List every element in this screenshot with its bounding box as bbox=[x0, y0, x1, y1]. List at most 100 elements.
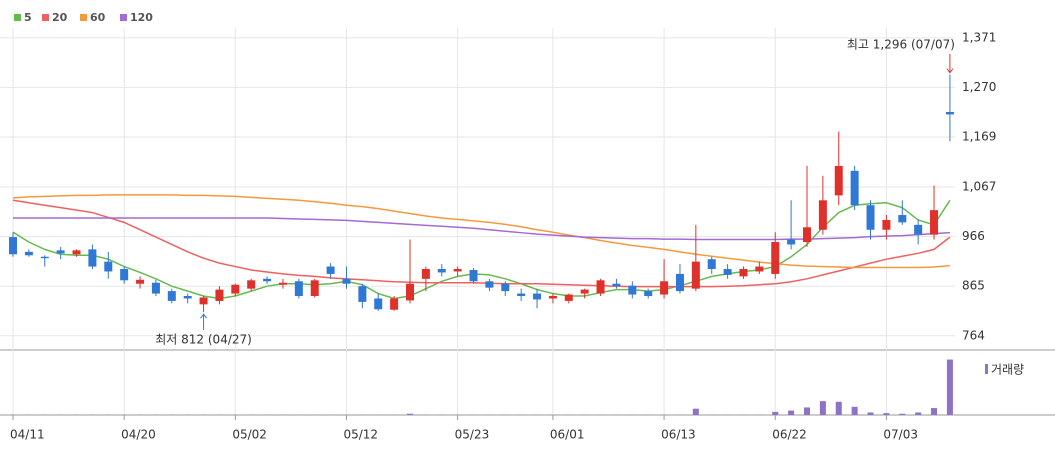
x-tick-label: 04/11 bbox=[10, 428, 45, 442]
volume-bar bbox=[915, 412, 922, 415]
candle-body bbox=[406, 283, 414, 301]
volume-bar bbox=[867, 412, 874, 415]
candle-body bbox=[898, 215, 907, 223]
volume-bar bbox=[883, 413, 890, 415]
y-tick-label: 764 bbox=[962, 328, 985, 342]
low-annotation: 최저 812 (04/27) bbox=[155, 333, 252, 347]
legend-swatch bbox=[80, 14, 87, 21]
candle-body bbox=[739, 269, 748, 277]
candle-body bbox=[691, 261, 700, 289]
candle-body bbox=[818, 200, 827, 230]
candle-body bbox=[120, 269, 129, 281]
candle-body bbox=[469, 269, 478, 282]
volume-bar bbox=[788, 410, 795, 415]
high-arrowhead bbox=[946, 68, 954, 74]
x-tick-label: 05/12 bbox=[343, 428, 378, 442]
legend-label: 20 bbox=[52, 11, 68, 24]
candle-body bbox=[787, 239, 796, 245]
y-tick-label: 865 bbox=[962, 279, 985, 293]
x-tick-label: 07/03 bbox=[883, 428, 918, 442]
volume-bar bbox=[772, 411, 779, 415]
volume-bar bbox=[835, 401, 842, 415]
candle-body bbox=[803, 227, 811, 243]
candle-body bbox=[660, 281, 669, 295]
candle-body bbox=[247, 280, 256, 289]
volume-bar bbox=[931, 408, 938, 415]
low-arrowhead bbox=[200, 313, 207, 319]
y-tick-label: 966 bbox=[962, 229, 985, 243]
y-tick-label: 1,270 bbox=[962, 80, 996, 94]
candle-body bbox=[167, 291, 176, 301]
candle-body bbox=[453, 269, 462, 272]
candle-body bbox=[945, 111, 954, 115]
candle-body bbox=[437, 269, 446, 273]
candle-body bbox=[136, 279, 145, 284]
legend-label: 120 bbox=[130, 11, 153, 24]
candle-body bbox=[850, 170, 859, 206]
candle-body bbox=[151, 282, 160, 294]
legend-label: 60 bbox=[90, 11, 106, 24]
candle-body bbox=[326, 266, 335, 274]
candle-body bbox=[675, 273, 684, 292]
x-tick-label: 05/02 bbox=[232, 428, 267, 442]
ma-line bbox=[12, 194, 950, 269]
x-tick-label: 06/01 bbox=[550, 428, 585, 442]
legend-label: 5 bbox=[24, 11, 32, 24]
candle-body bbox=[183, 296, 192, 299]
y-tick-label: 1,169 bbox=[962, 129, 996, 143]
candle-body bbox=[930, 210, 939, 235]
volume-bar bbox=[804, 407, 810, 415]
candle-body bbox=[866, 205, 875, 230]
candle-body bbox=[485, 281, 494, 288]
x-tick-label: 06/13 bbox=[661, 428, 696, 442]
candle-body bbox=[596, 280, 605, 294]
candle-body bbox=[771, 242, 780, 274]
volume-legend-swatch bbox=[985, 364, 988, 374]
candle-body bbox=[215, 289, 224, 301]
x-tick-label: 06/22 bbox=[772, 428, 807, 442]
candle-body bbox=[882, 219, 891, 230]
candle-body bbox=[580, 289, 589, 294]
candle-body bbox=[755, 266, 764, 272]
volume-bar bbox=[851, 406, 858, 415]
candle-body bbox=[56, 250, 65, 254]
candle-body bbox=[533, 293, 542, 300]
candle-body bbox=[40, 256, 49, 259]
legend-swatch bbox=[120, 14, 127, 21]
candle-body bbox=[390, 298, 399, 310]
ma-line bbox=[13, 217, 950, 241]
candle-body bbox=[24, 251, 33, 256]
candle-body bbox=[707, 259, 716, 270]
candle-body bbox=[263, 278, 272, 282]
volume-bar bbox=[692, 408, 699, 415]
high-annotation: 최고 1,296 (07/07) bbox=[847, 38, 955, 52]
volume-bar bbox=[819, 401, 826, 415]
candle-body bbox=[199, 297, 208, 305]
candle-body bbox=[231, 284, 240, 294]
candle-body bbox=[628, 285, 637, 295]
ma-line bbox=[12, 199, 951, 300]
volume-bar bbox=[407, 413, 413, 415]
candle-body bbox=[723, 269, 732, 275]
x-tick-label: 04/20 bbox=[121, 428, 156, 442]
candle-body bbox=[374, 298, 383, 310]
candle-body bbox=[564, 294, 573, 301]
candle-body bbox=[914, 224, 923, 235]
candle-body bbox=[72, 250, 81, 255]
candle-body bbox=[104, 261, 113, 272]
candle-body bbox=[501, 283, 510, 292]
candle-body bbox=[834, 165, 843, 196]
volume-label: 거래량 bbox=[991, 363, 1024, 377]
candle-body bbox=[278, 282, 287, 285]
candle-body bbox=[612, 283, 621, 287]
candle-body bbox=[88, 249, 97, 267]
candle-body bbox=[9, 237, 17, 255]
candle-body bbox=[644, 291, 653, 297]
legend-swatch bbox=[42, 14, 49, 21]
candle-body bbox=[342, 278, 351, 284]
candle-body bbox=[358, 286, 367, 302]
y-tick-label: 1,067 bbox=[962, 180, 996, 194]
candle-body bbox=[310, 280, 319, 297]
ma-line bbox=[12, 199, 951, 288]
